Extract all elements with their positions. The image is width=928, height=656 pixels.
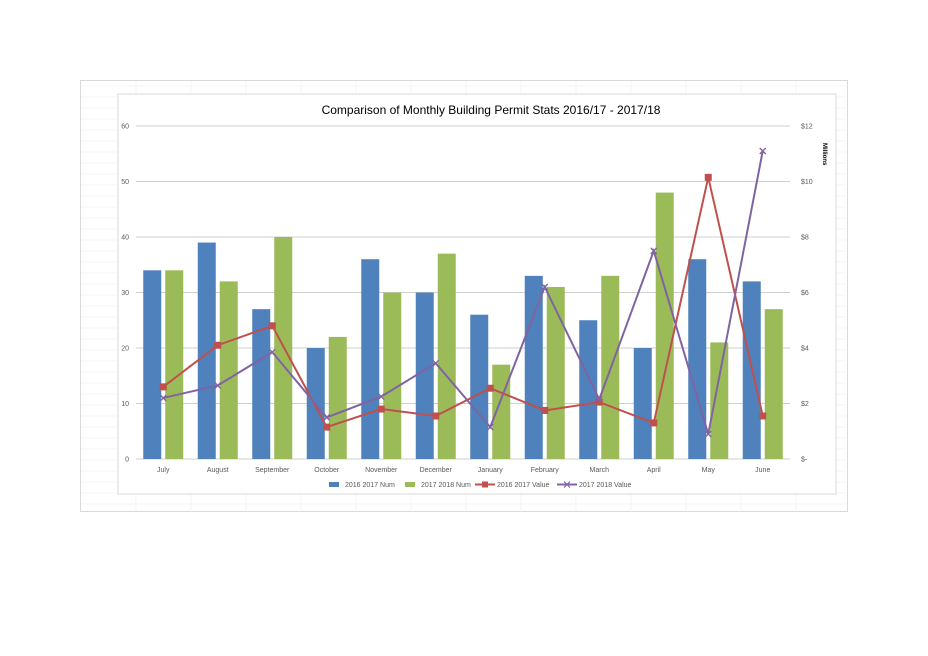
point[interactable] xyxy=(759,412,767,420)
y-left-tick-label: 30 xyxy=(121,290,129,297)
point[interactable] xyxy=(323,413,331,421)
point[interactable] xyxy=(159,383,167,391)
y-right-unit-label: Millions xyxy=(821,143,827,166)
x-tick-label: March xyxy=(590,467,610,474)
bar[interactable] xyxy=(688,259,707,459)
y-right-tick-label: $6 xyxy=(801,290,809,297)
legend-marker xyxy=(482,481,488,488)
point[interactable] xyxy=(650,419,658,427)
y-right-tick-label: $4 xyxy=(801,346,809,353)
point[interactable] xyxy=(595,395,603,403)
y-right-tick-label: $2 xyxy=(801,401,809,408)
x-tick-label: June xyxy=(755,467,770,474)
point[interactable] xyxy=(377,393,385,401)
y-right-tick-label: $10 xyxy=(801,179,813,186)
point[interactable] xyxy=(650,247,658,255)
point[interactable] xyxy=(323,423,331,431)
x-tick-label: December xyxy=(420,467,453,474)
x-tick-label: September xyxy=(255,467,290,474)
legend-label: 2016 2017 Num xyxy=(345,482,395,489)
bar[interactable] xyxy=(219,281,238,459)
point[interactable] xyxy=(214,341,222,349)
bar[interactable] xyxy=(383,292,402,460)
point[interactable] xyxy=(759,147,767,155)
series-line[interactable] xyxy=(163,150,764,435)
x-tick-label: October xyxy=(314,467,340,474)
y-left-tick-label: 40 xyxy=(121,235,129,242)
point[interactable] xyxy=(268,348,276,356)
point[interactable] xyxy=(541,406,549,414)
bar[interactable] xyxy=(633,348,652,459)
point[interactable] xyxy=(541,283,549,291)
y-right-tick-label: $8 xyxy=(801,235,809,242)
bar[interactable] xyxy=(252,309,271,459)
y-right-tick-label: $- xyxy=(801,457,808,464)
x-tick-label: February xyxy=(531,467,560,474)
series-line[interactable] xyxy=(162,177,764,429)
legend-label: 2016 2017 Value xyxy=(497,482,550,489)
bar[interactable] xyxy=(437,253,456,459)
bar[interactable] xyxy=(764,309,783,459)
y-left-tick-label: 0 xyxy=(125,457,129,464)
legend-swatch xyxy=(329,482,339,487)
bar[interactable] xyxy=(470,314,489,459)
point[interactable] xyxy=(432,359,440,367)
bar[interactable] xyxy=(579,320,598,459)
bar[interactable] xyxy=(361,259,380,459)
y-left-tick-label: 50 xyxy=(121,179,129,186)
point[interactable] xyxy=(595,398,603,406)
spreadsheet-area: Comparison of Monthly Building Permit St… xyxy=(80,80,849,513)
chart[interactable]: Comparison of Monthly Building Permit St… xyxy=(81,81,849,513)
x-tick-label: July xyxy=(157,467,170,474)
point[interactable] xyxy=(214,381,222,389)
bar[interactable] xyxy=(655,192,674,459)
legend-label: 2017 2018 Num xyxy=(421,482,471,489)
y-left-tick-label: 10 xyxy=(121,401,129,408)
bar[interactable] xyxy=(546,286,565,459)
legend-swatch xyxy=(405,482,415,487)
x-tick-label: January xyxy=(478,467,503,474)
point[interactable] xyxy=(268,322,276,330)
x-tick-label: May xyxy=(702,467,716,474)
bar[interactable] xyxy=(143,270,162,459)
chart-title: Comparison of Monthly Building Permit St… xyxy=(322,103,661,117)
point[interactable] xyxy=(432,412,440,420)
point[interactable] xyxy=(704,430,712,438)
y-right-tick-label: $12 xyxy=(801,124,813,131)
point[interactable] xyxy=(704,173,712,181)
bar[interactable] xyxy=(492,364,511,459)
y-left-tick-label: 20 xyxy=(121,346,129,353)
bar[interactable] xyxy=(710,342,729,459)
bar[interactable] xyxy=(197,242,216,459)
point[interactable] xyxy=(159,394,167,402)
x-tick-label: August xyxy=(207,467,229,474)
y-left-tick-label: 60 xyxy=(121,124,129,131)
bar[interactable] xyxy=(415,292,434,460)
x-tick-label: November xyxy=(365,467,398,474)
point[interactable] xyxy=(377,405,385,413)
legend-label: 2017 2018 Value xyxy=(579,482,632,489)
x-tick-label: April xyxy=(647,467,661,474)
point[interactable] xyxy=(486,423,494,431)
bar[interactable] xyxy=(165,270,184,459)
bar[interactable] xyxy=(328,336,347,459)
point[interactable] xyxy=(486,384,494,392)
legend-marker xyxy=(563,481,571,488)
bar[interactable] xyxy=(524,275,543,459)
